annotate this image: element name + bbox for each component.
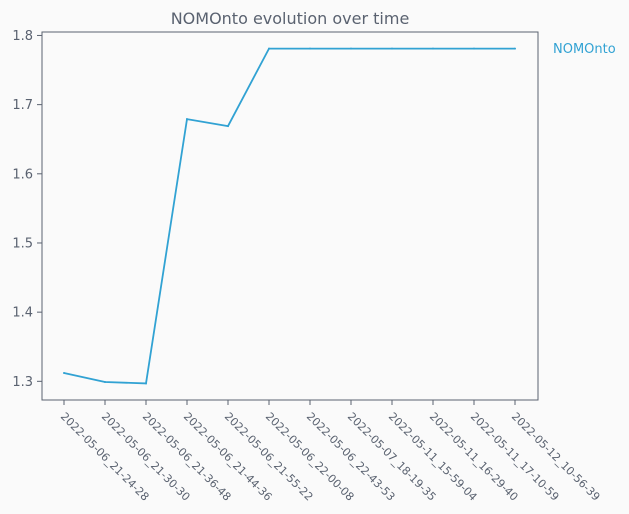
- chart-title: NOMOnto evolution over time: [171, 9, 410, 28]
- y-axis: 1.3 1.4 1.5 1.6 1.7 1.8: [12, 29, 42, 390]
- data-point: [432, 47, 434, 50]
- y-tick-label: 1.3: [12, 375, 33, 390]
- y-tick-label: 1.4: [12, 306, 33, 321]
- data-point: [473, 47, 475, 50]
- data-point: [514, 47, 516, 50]
- data-point: [350, 47, 352, 50]
- data-point: [227, 125, 229, 128]
- y-tick-label: 1.7: [12, 98, 33, 113]
- legend: NOMOnto: [553, 42, 616, 57]
- y-tick-label: 1.5: [12, 236, 33, 251]
- y-tick-label: 1.6: [12, 167, 33, 182]
- data-point: [391, 47, 393, 50]
- data-point: [145, 382, 147, 385]
- plot-frame: [41, 31, 539, 401]
- legend-entry: NOMOnto: [553, 42, 616, 57]
- data-point: [309, 47, 311, 50]
- x-axis: 2022-05-06_21-24-282022-05-06_21-30-3020…: [58, 400, 602, 504]
- y-tick-label: 1.8: [12, 29, 33, 44]
- series-line: [63, 47, 515, 385]
- series-layer: [63, 47, 516, 385]
- data-point: [268, 47, 270, 50]
- data-point: [104, 381, 106, 384]
- data-point: [186, 118, 188, 121]
- data-point: [63, 372, 65, 375]
